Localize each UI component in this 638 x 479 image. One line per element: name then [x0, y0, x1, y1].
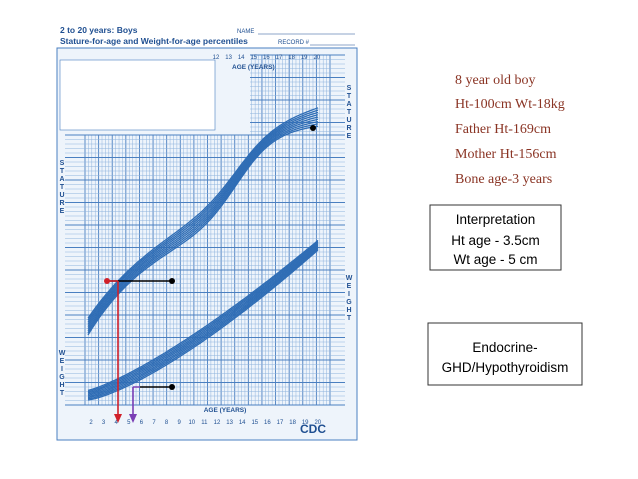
case-notes: 8 year old boy Ht-100cm Wt-18kg Father H… [455, 73, 565, 187]
age-tick: 15 [251, 420, 258, 426]
age-tick: 14 [238, 55, 245, 61]
age-tick: 4 [115, 420, 119, 426]
age-tick: 3 [102, 420, 106, 426]
age-tick: 18 [289, 420, 296, 426]
age-tick: 18 [288, 55, 295, 61]
cdc-logo: CDC [300, 422, 326, 436]
height-point [169, 278, 175, 284]
percentile-curve [87, 111, 319, 323]
age-tick: 10 [188, 420, 195, 426]
percentile-curve [87, 109, 319, 321]
case-note: Ht-100cm Wt-18kg [455, 97, 565, 112]
age-tick: 14 [239, 420, 246, 426]
age-tick: 8 [165, 420, 169, 426]
diagnosis-box: Endocrine- GHD/Hypothyroidism [427, 322, 583, 386]
stature-label: STATURE [59, 160, 66, 216]
growth-chart: 2 to 20 years: Boys Stature-for-age and … [56, 25, 358, 441]
height-age-arrow [114, 414, 122, 423]
age-tick: 20 [314, 420, 321, 426]
box-frame [427, 322, 583, 386]
weight-age-arrow [129, 414, 137, 423]
age-tick: 13 [225, 55, 232, 61]
age-tick: 15 [250, 55, 257, 61]
age-tick: 17 [277, 420, 284, 426]
case-note: Father Ht-169cm [455, 122, 551, 137]
box-title: Interpretation [456, 212, 536, 227]
age-axis-label: AGE (YEARS) [204, 407, 247, 414]
percentile-curve [87, 249, 319, 401]
percentile-curve [87, 239, 319, 392]
case-note: Mother Ht-156cm [455, 147, 557, 162]
percentile-curve [87, 243, 319, 395]
age-tick: 20 [313, 55, 320, 61]
age-tick: 12 [213, 55, 220, 61]
box-line: GHD/Hypothyroidism [442, 360, 569, 375]
percentile-curve [87, 248, 319, 400]
box-line: Endocrine- [472, 340, 537, 355]
percentile-curve [87, 244, 319, 396]
age-tick: 19 [302, 420, 309, 426]
age-tick: 11 [201, 420, 208, 426]
age-tick: 13 [226, 420, 233, 426]
percentile-curve [87, 123, 319, 334]
case-note: Bone age-3 years [455, 172, 552, 187]
age-tick: 2 [89, 420, 93, 426]
stature-label-right: STATURE [346, 85, 353, 141]
name-label: NAME [237, 29, 254, 35]
age-tick: 12 [214, 420, 221, 426]
box-frame [429, 204, 562, 271]
percentile-curve [87, 116, 319, 327]
record-table [59, 59, 216, 131]
weight-label: WEIGHT [58, 350, 66, 398]
age-tick: 6 [140, 420, 144, 426]
box-line: Ht age - 3.5cm [451, 233, 540, 248]
age-tick: 5 [127, 420, 131, 426]
case-note: 8 year old boy [455, 73, 535, 88]
chart-title: 2 to 20 years: Boys [60, 25, 138, 35]
age-tick: 17 [276, 55, 283, 61]
age-tick: 7 [152, 420, 156, 426]
percentile-curve [87, 245, 319, 398]
weight-point [169, 384, 175, 390]
annotations [104, 125, 316, 423]
age-axis-label-top: AGE (YEARS) [232, 64, 275, 71]
percentile-curve [87, 247, 319, 399]
percentile-curve [87, 125, 319, 336]
interpretation-box: Interpretation Ht age - 3.5cm Wt age - 5… [429, 204, 562, 271]
percentile-curve [87, 114, 319, 325]
box-line: Wt age - 5 cm [453, 252, 537, 267]
record-label: RECORD # [278, 40, 310, 46]
target-height-point [310, 125, 316, 131]
age-tick: 19 [301, 55, 308, 61]
chart-subtitle: Stature-for-age and Weight-for-age perce… [60, 36, 248, 46]
percentile-curve [87, 107, 319, 319]
weight-label-right: WEIGHT [345, 275, 353, 323]
age-tick: 16 [263, 55, 270, 61]
age-tick: 16 [264, 420, 271, 426]
percentile-curve [87, 241, 319, 393]
percentile-curve [87, 120, 319, 332]
percentile-curve [87, 242, 319, 394]
age-tick: 9 [178, 420, 182, 426]
